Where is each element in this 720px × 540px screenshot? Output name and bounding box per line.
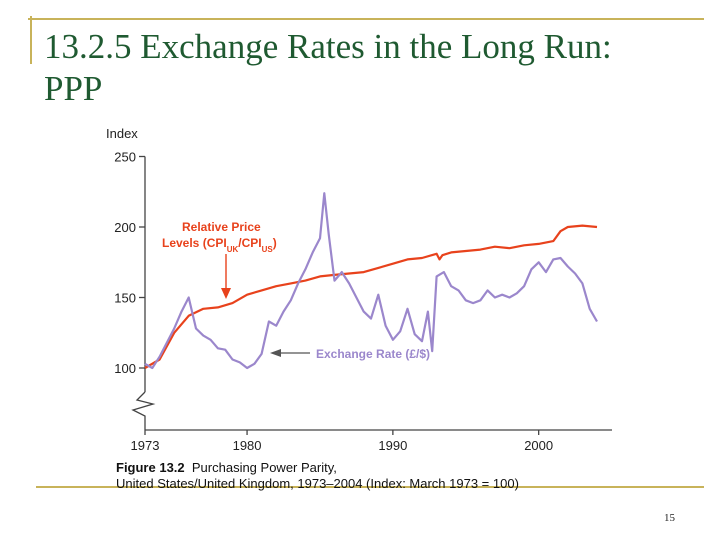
relative-price-label-line-1: Relative Price (182, 220, 261, 234)
relative-price-levels-line (144, 224, 598, 369)
x-tick-label: 1973 (131, 438, 160, 453)
figure-caption: Figure 13.2 Purchasing Power Parity, Uni… (116, 460, 676, 492)
y-tick-label: 200 (114, 220, 136, 235)
subscript-text: UK (227, 245, 239, 254)
y-tick-label: 150 (114, 291, 136, 306)
x-tick-label: 2000 (524, 438, 553, 453)
relative-price-label-line-2: Levels (CPIUK/CPIUS) (162, 236, 277, 254)
slide-title-line-2: PPP (44, 69, 103, 108)
y-tick-label: 100 (114, 361, 136, 376)
label-text-part: Levels (CPI (162, 236, 227, 250)
exchange-rate-arrow-head (270, 349, 281, 357)
chart-series-lines (144, 192, 598, 370)
y-tick-label: 250 (114, 150, 136, 165)
slide-frame-bottom-rule (36, 486, 704, 488)
exchange-rate-line (144, 192, 598, 370)
slide-frame-top-rule (28, 18, 704, 20)
figure-number: Figure 13.2 (116, 460, 185, 475)
caption-line-1: Figure 13.2 Purchasing Power Parity, (116, 460, 676, 476)
relative-price-arrow-head (221, 288, 231, 299)
subscript-text: US (262, 245, 274, 254)
y-axis-label: Index (106, 126, 138, 141)
label-text-part: /CPI (238, 236, 261, 250)
label-text-part: ) (273, 236, 277, 250)
slide-frame-left-rule (30, 16, 32, 64)
y-axis-break-mark (131, 391, 156, 430)
x-tick-label: 1980 (233, 438, 262, 453)
caption-title: Purchasing Power Parity, (191, 460, 337, 475)
chart-axes: Index 100 150 200 250 1973 1980 1990 2000 (106, 126, 612, 453)
slide-title-line-1: 13.2.5 Exchange Rates in the Long Run: (44, 27, 612, 66)
exchange-rate-label: Exchange Rate (£/$) (316, 347, 430, 361)
slide-page-number: 15 (664, 512, 675, 524)
caption-line-2: United States/United Kingdom, 1973–2004 … (116, 476, 519, 491)
x-tick-label: 1990 (378, 438, 407, 453)
slide-title: 13.2.5 Exchange Rates in the Long Run: P… (44, 26, 684, 110)
chart-annotations: Relative Price Levels (CPIUK/CPIUS) Exchan… (162, 220, 430, 361)
